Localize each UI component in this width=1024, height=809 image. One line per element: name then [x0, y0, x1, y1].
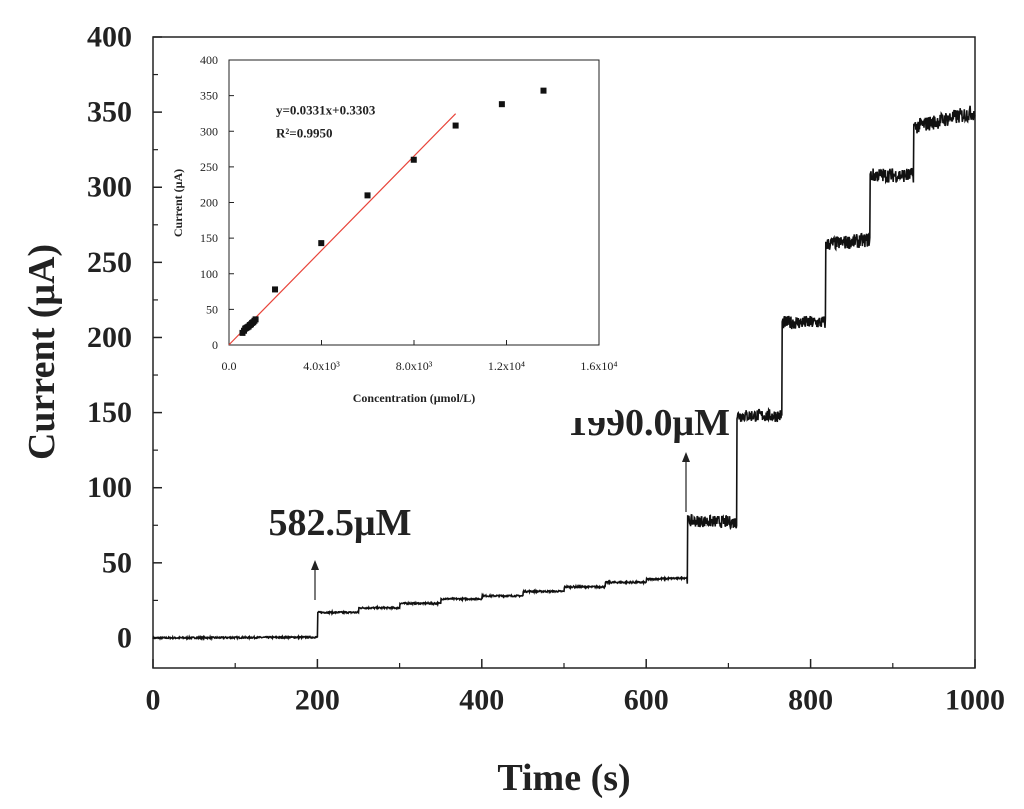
annotation-arrow-head [311, 560, 319, 570]
inset-y-tick-label: 50 [206, 302, 218, 316]
main-x-tick-label: 400 [459, 684, 504, 717]
inset-data-point [364, 192, 371, 199]
inset-y-tick-label: 250 [200, 160, 218, 174]
inset-fit-r2: R²=0.9950 [276, 126, 332, 141]
main-x-tick-label: 1000 [945, 684, 1005, 717]
inset-data-point [452, 122, 459, 129]
inset-y-tick-label: 350 [200, 89, 218, 103]
main-x-tick-label: 200 [295, 684, 340, 717]
inset-x-tick-label: 8.0x10³ [396, 359, 433, 373]
main-x-tick-label: 600 [624, 684, 669, 717]
main-y-tick-label: 150 [87, 396, 132, 429]
inset-y-tick-label: 150 [200, 231, 218, 245]
main-y-tick-label: 350 [87, 96, 132, 129]
inset-data-point [498, 101, 505, 108]
inset-y-tick-label: 400 [200, 53, 218, 67]
inset-y-tick-label: 0 [212, 338, 218, 352]
inset-fit-line [228, 113, 457, 346]
inset-x-tick-label: 4.0x10³ [303, 359, 340, 373]
main-x-tick-label: 0 [146, 684, 161, 717]
inset-data-point [540, 87, 547, 94]
main-series-line [152, 105, 976, 642]
inset-data-point [318, 240, 325, 247]
main-y-tick-label: 300 [87, 171, 132, 204]
inset-x-tick-label: 1.2x10⁴ [488, 359, 525, 373]
inset-x-tick-label: 0.0 [222, 359, 237, 373]
main-y-tick-label: 0 [117, 621, 132, 654]
inset-y-axis-title: Current (μA) [171, 169, 185, 237]
annotation-label: 582.5μM [269, 502, 412, 544]
main-x-tick-label: 800 [788, 684, 833, 717]
inset-x-axis-title: Concentration (μmol/L) [353, 391, 475, 405]
inset-background [200, 46, 615, 418]
inset-y-tick-label: 300 [200, 124, 218, 138]
main-y-tick-label: 250 [87, 246, 132, 279]
main-y-tick-label: 50 [102, 546, 132, 579]
inset-x-tick-label: 1.6x10⁴ [580, 359, 617, 373]
inset-fit-equation: y=0.0331x+0.3303 [276, 103, 376, 118]
annotation-arrow-head [682, 452, 690, 462]
inset-y-tick-label: 100 [200, 267, 218, 281]
main-y-tick-label: 400 [87, 21, 132, 54]
inset-data-point [272, 286, 279, 293]
inset-data-point [252, 316, 259, 323]
main-y-tick-label: 200 [87, 321, 132, 354]
main-y-axis-title: Current (μA) [21, 244, 63, 460]
main-y-tick-label: 100 [87, 471, 132, 504]
main-x-axis-title: Time (s) [497, 757, 630, 799]
inset-data-point [410, 156, 417, 163]
inset-y-tick-label: 200 [200, 196, 218, 210]
